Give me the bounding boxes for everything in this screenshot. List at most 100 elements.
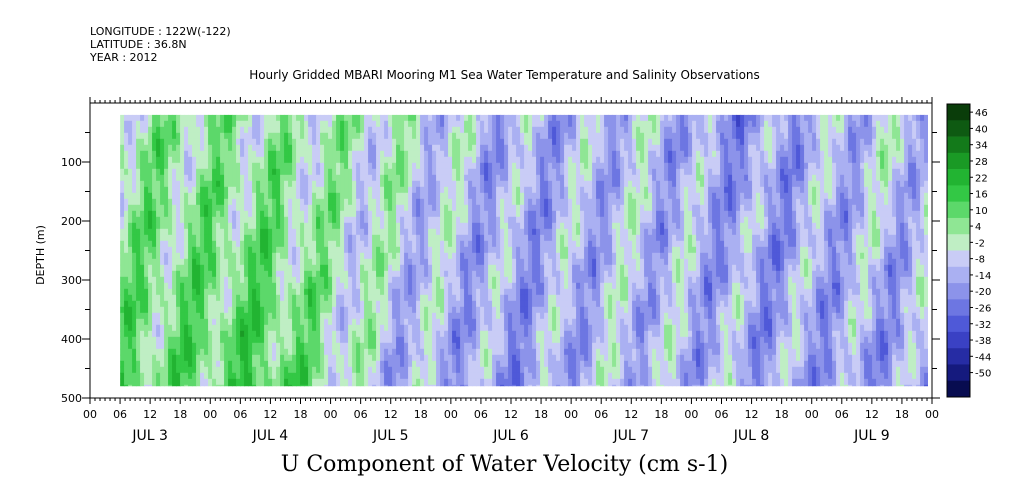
heatmap-cell [368,192,373,200]
heatmap-cell [332,372,337,380]
heatmap-cell [292,114,297,122]
heatmap-cell [368,288,373,296]
heatmap-cell [176,156,181,164]
heatmap-cell [192,348,197,356]
heatmap-cell [256,120,261,128]
heatmap-cell [168,288,173,296]
heatmap-cell [392,234,397,242]
heatmap-cell [468,336,473,344]
heatmap-cell [148,372,153,380]
heatmap-cell [544,192,549,200]
heatmap-cell [192,198,197,206]
heatmap-cell [524,276,529,284]
heatmap-cell [540,132,545,140]
heatmap-cell [300,198,305,206]
heatmap-cell [224,282,229,290]
heatmap-cell [372,264,377,272]
heatmap-cell [460,306,465,314]
heatmap-cell [480,144,485,152]
heatmap-cell [408,366,413,374]
heatmap-cell [520,336,525,344]
heatmap-cell [292,288,297,296]
heatmap-cell [364,288,369,296]
heatmap-cell [172,198,177,206]
heatmap-cell [392,270,397,278]
heatmap-cell [280,222,285,230]
heatmap-cell [272,270,277,278]
heatmap-cell [420,210,425,218]
heatmap-cell [204,126,209,134]
heatmap-cell [436,132,441,140]
heatmap-cell [372,336,377,344]
heatmap-cell [424,324,429,332]
heatmap-cell [208,156,213,164]
heatmap-cell [328,246,333,254]
heatmap-cell [472,240,477,248]
heatmap-cell [408,318,413,326]
heatmap-cell [292,348,297,356]
heatmap-cell [236,366,241,374]
heatmap-cell [444,174,449,182]
heatmap-cell [192,162,197,170]
heatmap-cell [544,114,549,122]
heatmap-cell [136,330,141,338]
heatmap-cell [520,204,525,212]
heatmap-cell [432,282,437,290]
heatmap-cell [348,282,353,290]
heatmap-cell [172,132,177,140]
heatmap-cell [408,174,413,182]
heatmap-cell [464,186,469,194]
heatmap-cell [440,348,445,356]
heatmap-cell [140,162,145,170]
heatmap-cell [516,234,521,242]
heatmap-cell [404,336,409,344]
heatmap-cell [456,270,461,278]
heatmap-cell [320,312,325,320]
heatmap-cell [380,246,385,254]
heatmap-cell [268,372,273,380]
heatmap-cell [228,318,233,326]
heatmap-cell [204,336,209,344]
heatmap-cell [396,114,401,122]
heatmap-cell [336,318,341,326]
heatmap-cell [340,132,345,140]
heatmap-cell [476,276,481,284]
heatmap-cell [460,318,465,326]
heatmap-cell [544,138,549,146]
heatmap-cell [212,132,217,140]
heatmap-cell [468,300,473,308]
heatmap-cell [436,150,441,158]
heatmap-cell [420,192,425,200]
heatmap-cell [352,270,357,278]
heatmap-cell [360,378,365,386]
heatmap-cell [420,156,425,164]
heatmap-cell [252,330,257,338]
heatmap-cell [296,246,301,254]
heatmap-cell [544,228,549,236]
heatmap-cell [364,348,369,356]
heatmap-cell [424,366,429,374]
heatmap-cell [388,270,393,278]
heatmap-cell [376,378,381,386]
heatmap-cell [304,324,309,332]
heatmap-cell [200,222,205,230]
heatmap-cell [136,288,141,296]
heatmap-cell [212,234,217,242]
heatmap-cell [516,180,521,188]
heatmap-cell [264,342,269,350]
heatmap-cell [328,186,333,194]
heatmap-cell [460,126,465,134]
heatmap-cell [284,312,289,320]
heatmap-cell [152,204,157,212]
heatmap-cell [340,318,345,326]
heatmap-cell [288,342,293,350]
heatmap-cell [284,384,289,387]
heatmap-cell [240,126,245,134]
heatmap-cell [336,144,341,152]
heatmap-cell [416,246,421,254]
heatmap-cell [428,282,433,290]
heatmap-cell [412,258,417,266]
heatmap-cell [372,360,377,368]
heatmap-cell [388,282,393,290]
heatmap-cell [528,270,533,278]
